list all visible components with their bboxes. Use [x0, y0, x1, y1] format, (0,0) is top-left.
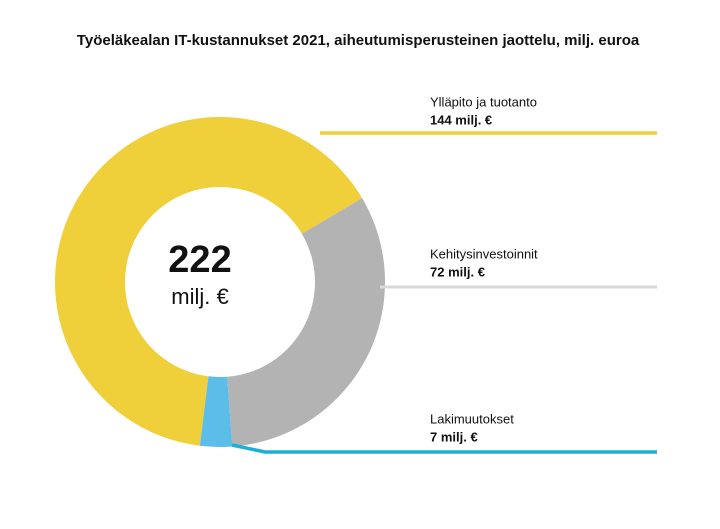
- donut-segment: [199, 376, 233, 447]
- leader-line: [231, 443, 657, 454]
- donut-segment: [227, 198, 385, 447]
- chart-title: Työeläkealan IT-kustannukset 2021, aiheu…: [77, 32, 640, 49]
- value-label: 72 milj. €: [430, 264, 485, 279]
- category-label: Lakimuutokset: [430, 411, 514, 426]
- donut-segment: [54, 117, 363, 446]
- center-value: 222: [168, 239, 231, 281]
- value-label: 144 milj. €: [430, 112, 492, 127]
- category-label: Ylläpito ja tuotanto: [430, 94, 537, 109]
- category-label: Kehitysinvestoinnit: [430, 246, 538, 261]
- value-label: 7 milj. €: [430, 429, 478, 444]
- center-unit: milj. €: [171, 284, 228, 309]
